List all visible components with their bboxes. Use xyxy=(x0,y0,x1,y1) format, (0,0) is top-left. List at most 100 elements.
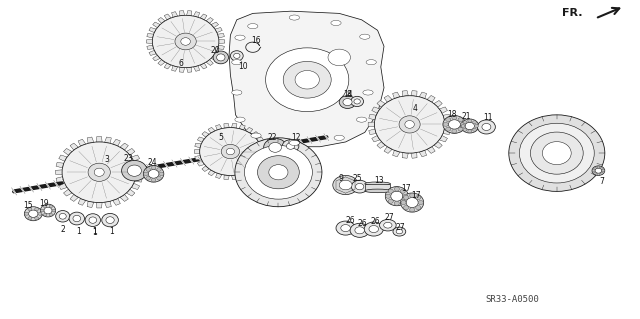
Ellipse shape xyxy=(148,169,159,178)
Text: 23: 23 xyxy=(123,154,133,163)
Polygon shape xyxy=(153,55,160,61)
Polygon shape xyxy=(392,150,400,157)
Polygon shape xyxy=(104,137,111,143)
Ellipse shape xyxy=(593,172,596,174)
Ellipse shape xyxy=(449,120,460,129)
Ellipse shape xyxy=(410,193,415,197)
Text: 2: 2 xyxy=(60,225,65,234)
Polygon shape xyxy=(56,162,64,168)
Polygon shape xyxy=(149,27,156,33)
Polygon shape xyxy=(372,107,380,113)
Polygon shape xyxy=(211,22,218,28)
Ellipse shape xyxy=(403,194,408,198)
Ellipse shape xyxy=(531,132,583,174)
Polygon shape xyxy=(179,67,184,72)
Polygon shape xyxy=(158,18,165,23)
Polygon shape xyxy=(158,60,165,65)
Ellipse shape xyxy=(365,189,390,193)
Ellipse shape xyxy=(468,119,472,122)
Polygon shape xyxy=(372,136,380,142)
Text: 6: 6 xyxy=(178,59,183,68)
Ellipse shape xyxy=(350,223,369,237)
Ellipse shape xyxy=(35,208,38,211)
Polygon shape xyxy=(369,129,376,134)
Polygon shape xyxy=(63,189,72,196)
Ellipse shape xyxy=(49,213,52,216)
Ellipse shape xyxy=(374,96,445,153)
Polygon shape xyxy=(208,127,215,133)
Polygon shape xyxy=(179,11,184,16)
Ellipse shape xyxy=(175,33,196,50)
Polygon shape xyxy=(104,201,111,207)
Ellipse shape xyxy=(69,212,84,225)
Ellipse shape xyxy=(339,180,352,190)
Text: 27: 27 xyxy=(384,213,394,222)
Ellipse shape xyxy=(461,124,465,128)
Polygon shape xyxy=(434,142,442,148)
Polygon shape xyxy=(439,107,447,113)
Ellipse shape xyxy=(28,208,32,211)
Polygon shape xyxy=(232,123,237,128)
Ellipse shape xyxy=(416,205,421,210)
Ellipse shape xyxy=(102,213,118,227)
Ellipse shape xyxy=(216,54,225,61)
Polygon shape xyxy=(78,198,86,205)
Text: 8: 8 xyxy=(346,90,351,99)
Polygon shape xyxy=(252,166,259,172)
Polygon shape xyxy=(218,45,225,49)
Text: 12: 12 xyxy=(291,133,300,142)
Ellipse shape xyxy=(452,116,457,120)
Ellipse shape xyxy=(388,189,393,193)
Polygon shape xyxy=(56,177,64,182)
Polygon shape xyxy=(445,122,451,127)
Ellipse shape xyxy=(49,205,52,208)
Polygon shape xyxy=(56,170,62,174)
Text: 26: 26 xyxy=(357,219,367,228)
Polygon shape xyxy=(215,27,222,33)
Polygon shape xyxy=(218,33,225,38)
Ellipse shape xyxy=(592,170,595,172)
Ellipse shape xyxy=(403,195,408,200)
Ellipse shape xyxy=(452,129,457,133)
Polygon shape xyxy=(200,63,207,69)
Circle shape xyxy=(360,34,370,39)
Text: 17: 17 xyxy=(401,184,412,193)
Ellipse shape xyxy=(403,205,408,210)
Ellipse shape xyxy=(597,173,600,175)
Ellipse shape xyxy=(482,123,491,130)
Ellipse shape xyxy=(597,166,600,168)
Circle shape xyxy=(235,35,245,40)
Ellipse shape xyxy=(35,217,38,220)
Polygon shape xyxy=(246,127,253,133)
Ellipse shape xyxy=(235,138,322,207)
Polygon shape xyxy=(59,183,67,189)
Polygon shape xyxy=(419,92,427,99)
Ellipse shape xyxy=(463,128,467,131)
Ellipse shape xyxy=(600,167,604,169)
Ellipse shape xyxy=(543,142,571,165)
Ellipse shape xyxy=(445,118,451,122)
Text: 26: 26 xyxy=(346,216,356,225)
Circle shape xyxy=(356,117,367,122)
Polygon shape xyxy=(149,50,156,56)
Ellipse shape xyxy=(73,215,81,222)
Ellipse shape xyxy=(369,226,379,233)
Polygon shape xyxy=(229,11,384,147)
Circle shape xyxy=(248,24,258,29)
Ellipse shape xyxy=(399,116,420,133)
Polygon shape xyxy=(256,137,264,142)
Text: 15: 15 xyxy=(23,201,33,210)
Ellipse shape xyxy=(391,191,403,201)
Ellipse shape xyxy=(472,128,477,131)
Ellipse shape xyxy=(355,227,365,234)
Ellipse shape xyxy=(356,183,364,190)
Polygon shape xyxy=(126,148,135,155)
Polygon shape xyxy=(208,170,215,176)
Ellipse shape xyxy=(152,15,219,68)
Polygon shape xyxy=(219,40,225,43)
Text: 21: 21 xyxy=(461,112,470,121)
Ellipse shape xyxy=(122,160,147,181)
Polygon shape xyxy=(200,14,207,20)
Polygon shape xyxy=(259,155,266,160)
Polygon shape xyxy=(70,143,79,150)
